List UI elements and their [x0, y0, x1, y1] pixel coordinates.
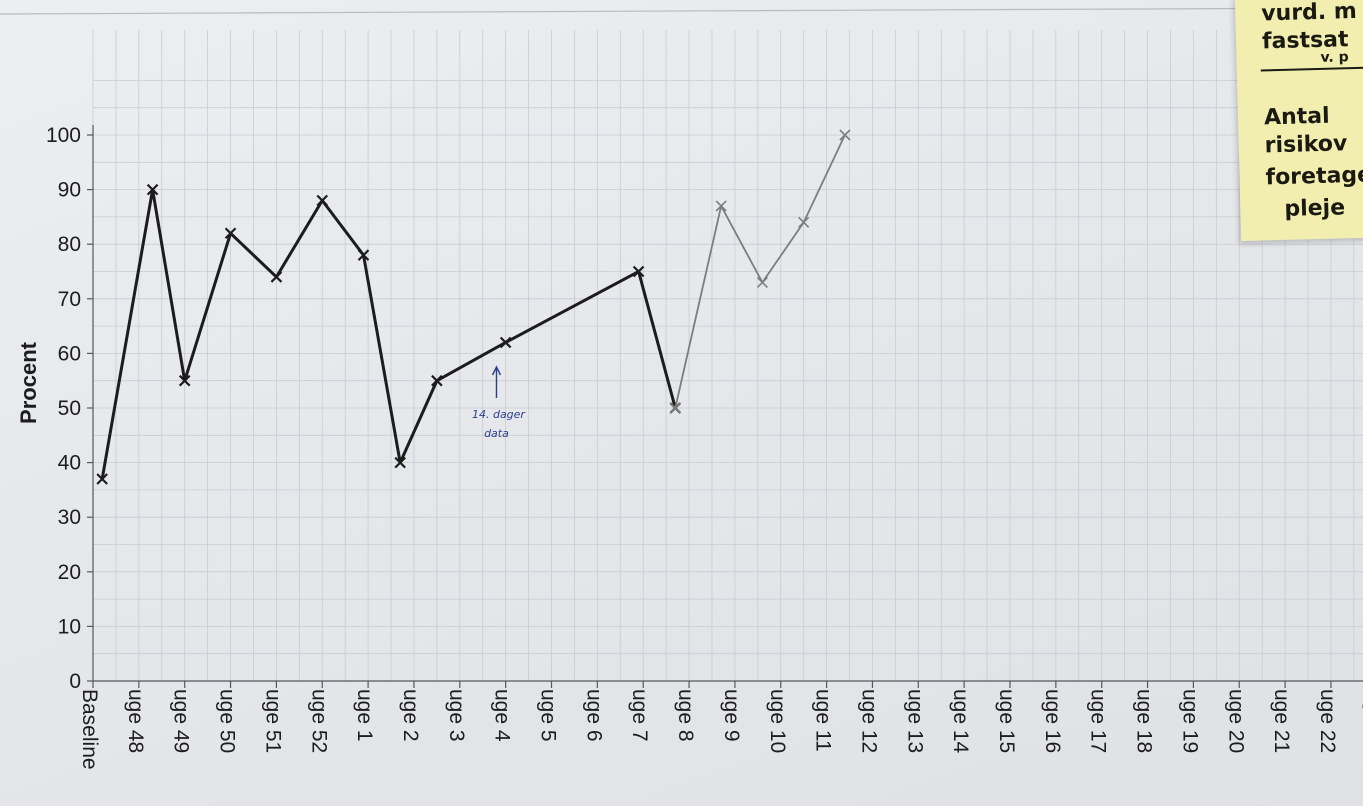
- data-point-marker: [270, 271, 283, 283]
- chart-border-top: [0, 7, 1363, 15]
- x-tick-label: uge 8: [674, 689, 697, 742]
- x-tick-label: uge 20: [1224, 689, 1247, 753]
- y-tick-label: 60: [58, 342, 81, 365]
- x-tick-label: uge 7: [628, 689, 651, 742]
- x-tick-label: uge 9: [720, 689, 743, 742]
- x-tick-label: uge 17: [1087, 689, 1110, 753]
- chart-grid: [0, 7, 1363, 681]
- data-point-marker: [146, 183, 159, 196]
- y-tick-label: 10: [58, 615, 81, 638]
- data-point-marker: [715, 200, 727, 212]
- x-tick-label: uge 11: [812, 689, 835, 752]
- data-point-marker: [96, 473, 108, 485]
- chart-axes: [87, 125, 1363, 688]
- y-tick-labels: 0 10 20 30 40 50 60 70 80 90 100: [46, 124, 81, 693]
- sticky-note: vurd. m fastsat v. p Antal risikov foret…: [1234, 0, 1363, 242]
- sticky-note-line1: vurd. m: [1260, 0, 1358, 27]
- annotation-14-dager: 14. dager data: [472, 365, 526, 440]
- x-tick-label: uge 51: [261, 689, 284, 753]
- x-tick-label: uge 21: [1270, 689, 1293, 753]
- y-tick-label: 90: [58, 179, 81, 202]
- x-tick-label: uge 16: [1041, 689, 1064, 753]
- data-series: [96, 129, 851, 485]
- data-point-marker: [431, 374, 443, 387]
- x-tick-label: uge 50: [216, 689, 239, 753]
- x-tick-label: uge 5: [537, 689, 560, 742]
- x-tick-label: uge 52: [307, 689, 330, 753]
- data-point-marker: [669, 402, 681, 414]
- sticky-note-line5: risikov: [1264, 131, 1348, 159]
- data-point-marker: [178, 374, 191, 387]
- sticky-note-line3: v. p: [1320, 49, 1349, 66]
- sticky-note-underline: [1260, 65, 1363, 72]
- x-tick-label: uge 2: [399, 689, 422, 742]
- data-point-marker: [357, 249, 370, 261]
- y-tick-label: 70: [58, 288, 81, 311]
- x-tick-label: uge 19: [1178, 689, 1201, 753]
- sticky-note-line7: pleje: [1284, 195, 1346, 222]
- sticky-note-line6: foretage: [1265, 162, 1363, 191]
- y-tick-label: 0: [69, 670, 81, 693]
- x-tick-labels: Baseline uge 48 uge 49 uge 50 uge 51 uge 52 ug…: [78, 689, 1363, 770]
- data-point-marker: [756, 276, 768, 288]
- x-tick-label: uge 49: [170, 689, 193, 753]
- data-point-marker: [394, 456, 406, 469]
- data-point-marker: [499, 336, 512, 349]
- x-tick-label: Baseline: [78, 689, 101, 770]
- x-tick-label: uge 22: [1316, 689, 1339, 753]
- y-tick-label: 100: [46, 124, 81, 147]
- x-tick-label: uge 48: [124, 689, 147, 753]
- y-axis-label: Procent: [16, 341, 41, 424]
- x-tick-label: uge 14: [949, 689, 972, 754]
- data-point-marker: [839, 129, 851, 141]
- annotation-text-line1: 14. dager: [472, 408, 526, 421]
- x-tick-label: uge 4: [491, 689, 514, 742]
- data-point-marker: [632, 265, 645, 278]
- y-tick-label: 80: [58, 233, 81, 256]
- data-point-marker: [224, 227, 237, 240]
- y-tick-label: 20: [58, 561, 81, 584]
- x-tick-label: uge 10: [766, 689, 789, 753]
- x-tick-label: uge 15: [995, 689, 1018, 753]
- x-tick-label: uge 23: [1362, 689, 1363, 753]
- series-line: [100, 188, 677, 481]
- annotation-text-line2: data: [484, 427, 509, 440]
- x-tick-label: uge 18: [1133, 689, 1156, 753]
- x-tick-label: uge 1: [353, 689, 376, 742]
- x-tick-label: uge 12: [857, 689, 880, 753]
- data-point-marker: [798, 216, 810, 228]
- y-tick-label: 30: [58, 506, 81, 529]
- y-tick-label: 50: [58, 397, 81, 420]
- data-point-marker: [316, 194, 329, 207]
- x-tick-label: uge 3: [445, 689, 468, 742]
- sticky-note-line4: Antal: [1263, 103, 1330, 131]
- x-tick-label: uge 13: [903, 689, 926, 753]
- x-tick-label: uge 6: [582, 689, 605, 742]
- y-tick-label: 40: [58, 452, 81, 475]
